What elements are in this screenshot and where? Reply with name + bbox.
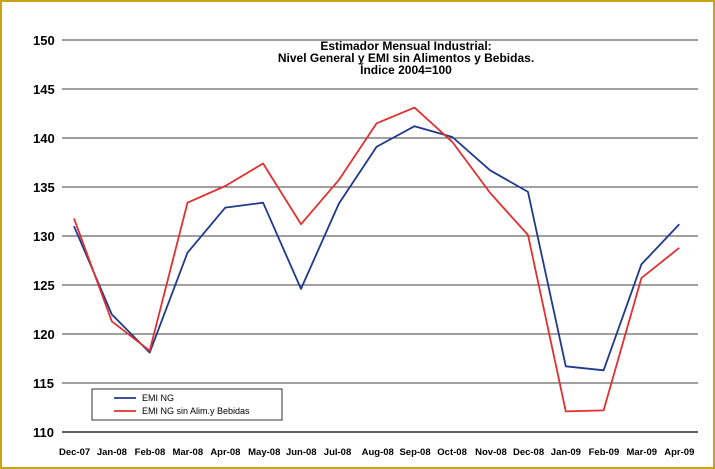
x-tick-label: Mar-09: [626, 447, 657, 458]
series-line-2: [73, 106, 680, 413]
x-tick-label: Jan-09: [551, 447, 581, 458]
x-tick-label: Dec-08: [513, 447, 544, 458]
x-tick-label: Aug-08: [362, 447, 394, 458]
y-tick-labels: 110 115 120 125 130 135 140 145 150: [33, 33, 55, 440]
y-tick-label: 145: [33, 82, 55, 97]
x-tick-label: Apr-09: [664, 447, 694, 458]
x-tick-label: Apr-08: [210, 447, 240, 458]
x-tick-labels: Dec-07 Jan-08 Feb-08 Mar-08 Apr-08 May-08 Jun-…: [59, 447, 694, 458]
x-tick-label: Oct-08: [437, 447, 467, 458]
x-tick-label: Feb-09: [589, 447, 620, 458]
x-tick-label: Sep-08: [399, 447, 430, 458]
legend-label: EMI NG: [142, 393, 174, 403]
y-tick-label: 125: [33, 278, 55, 293]
y-tick-label: 135: [33, 180, 55, 195]
x-tick-label: May-08: [248, 447, 280, 458]
chart-title-line: Índice 2004=100: [360, 62, 452, 77]
series-lines: [73, 106, 680, 413]
grid-lines: [62, 39, 698, 433]
x-tick-label: Jun-08: [286, 447, 317, 458]
y-tick-label: 150: [33, 33, 55, 48]
x-tick-label: Nov-08: [475, 447, 507, 458]
y-tick-label: 115: [33, 376, 54, 391]
chart-title-line: Nivel General y EMI sin Alimentos y Bebi…: [278, 51, 534, 65]
x-tick-label: Jan-08: [97, 447, 127, 458]
x-tick-label: Mar-08: [172, 447, 203, 458]
legend-box: [91, 388, 283, 421]
legend-label: EMI NG sin Alim.y Bebidas: [142, 406, 250, 416]
x-tick-label: Dec-07: [59, 447, 90, 458]
y-tick-label: 120: [33, 327, 55, 342]
y-tick-label: 130: [33, 229, 55, 244]
x-tick-label: Jul-08: [324, 447, 351, 458]
legend: EMI NG EMI NG sin Alim.y Bebidas: [91, 388, 283, 421]
y-tick-label: 110: [33, 425, 54, 440]
chart-title: Estimador Mensual Industrial:Nivel Gener…: [278, 39, 534, 77]
series-line-1: [73, 125, 680, 372]
chart-title-line: Estimador Mensual Industrial:: [320, 39, 491, 53]
y-tick-label: 140: [33, 131, 55, 146]
x-tick-label: Feb-08: [135, 447, 166, 458]
